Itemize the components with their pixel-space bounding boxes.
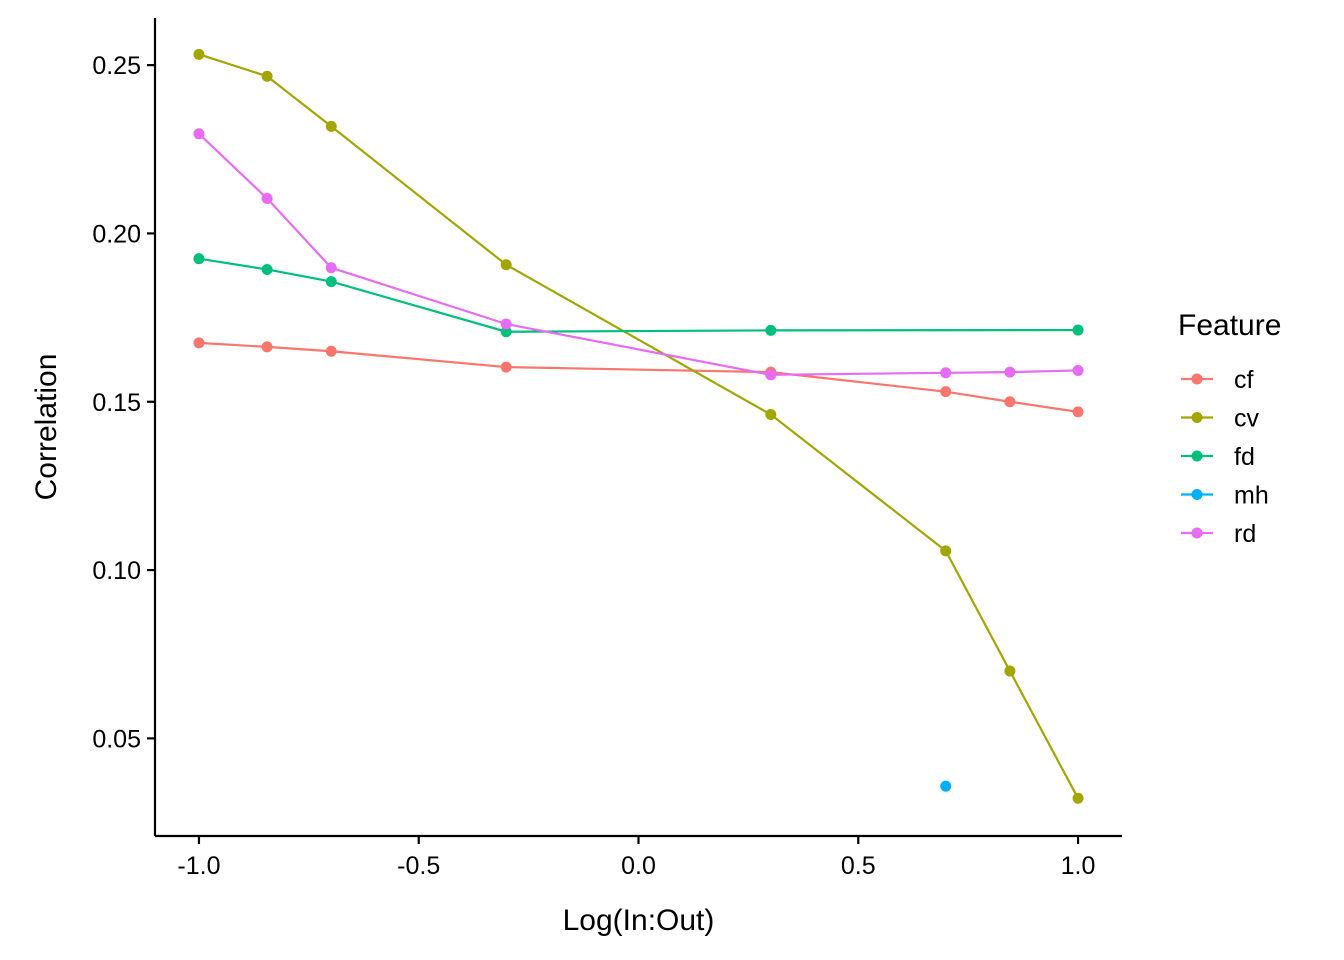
series-line-cv [198,53,1080,799]
data-point-mh [940,780,952,792]
data-point-cf [1072,406,1084,418]
series-fd [193,253,1084,338]
y-tick-label: 0.25 [92,52,141,80]
legend-label: rd [1234,520,1256,548]
legend-label: cf [1234,366,1254,394]
legend-label: cv [1234,405,1260,433]
legend-key-point [1191,527,1203,539]
y-tick-label: 0.20 [92,220,141,248]
legend-label: fd [1234,443,1255,471]
x-tick-label: 1.0 [1061,852,1096,880]
data-point-cv [1004,665,1016,677]
data-point-fd [500,326,512,338]
data-point-cv [940,545,952,557]
legend-title: Feature [1178,309,1281,342]
data-point-cv [325,120,337,132]
data-point-fd [325,276,337,288]
y-ticks: 0.05 0.10 0.15 0.20 0.25 [92,52,155,753]
data-point-rd [940,367,952,379]
data-point-rd [325,262,337,274]
x-axis-title: Log(In:Out) [563,904,715,937]
data-point-rd [193,128,205,140]
legend: Feature cf cv fd mh rd [1178,309,1281,548]
y-tick-label: 0.10 [92,557,141,585]
data-point-cf [193,337,205,349]
data-point-rd [765,369,777,381]
legend-key-point [1191,489,1203,500]
axes: -1.0 -0.5 0.0 0.5 1.0 0.05 0.10 0.15 0.20 0.25 [92,18,1122,880]
series-line-fd [198,257,1079,333]
data-point-rd [1004,366,1016,378]
series-line-rd [198,133,1079,376]
y-axis-title: Correlation [30,354,63,501]
x-ticks: -1.0 -0.5 0.0 0.5 1.0 [177,836,1095,880]
series-mh [940,780,952,792]
data-point-fd [193,253,205,265]
data-point-cv [765,409,777,421]
legend-key-point [1191,450,1203,462]
x-tick-label: 0.5 [841,852,876,880]
series-cv [193,48,1084,804]
x-tick-label: -1.0 [177,852,220,880]
plot-area [193,48,1084,804]
series-rd [193,128,1084,381]
data-point-fd [765,324,777,336]
legend-item-mh: mh [1181,482,1269,510]
legend-item-rd: rd [1181,520,1256,548]
data-point-rd [500,318,512,330]
y-tick-label: 0.05 [92,725,141,753]
x-tick-label: -0.5 [397,852,440,880]
data-point-cf [500,361,512,373]
data-point-cv [193,48,205,60]
legend-key-point [1191,412,1203,423]
y-tick-label: 0.15 [92,389,141,417]
data-point-cf [325,345,337,357]
series-line-cf [198,341,1079,413]
data-point-fd [261,263,273,275]
x-tick-label: 0.0 [621,852,656,880]
legend-items: cf cv fd mh rd [1181,366,1269,548]
data-point-cf [1004,396,1016,408]
series-cf [193,337,1084,418]
data-point-cv [261,70,273,82]
legend-item-cf: cf [1181,366,1254,394]
data-point-fd [1072,324,1084,336]
data-point-cv [500,259,512,271]
legend-key-point [1191,373,1203,385]
data-point-cf [940,386,952,398]
legend-item-fd: fd [1181,443,1255,471]
data-point-cf [261,341,273,353]
legend-label: mh [1234,482,1269,510]
legend-item-cv: cv [1181,405,1260,433]
data-point-rd [1072,364,1084,376]
data-point-cv [1072,792,1084,804]
data-point-rd [261,192,273,204]
